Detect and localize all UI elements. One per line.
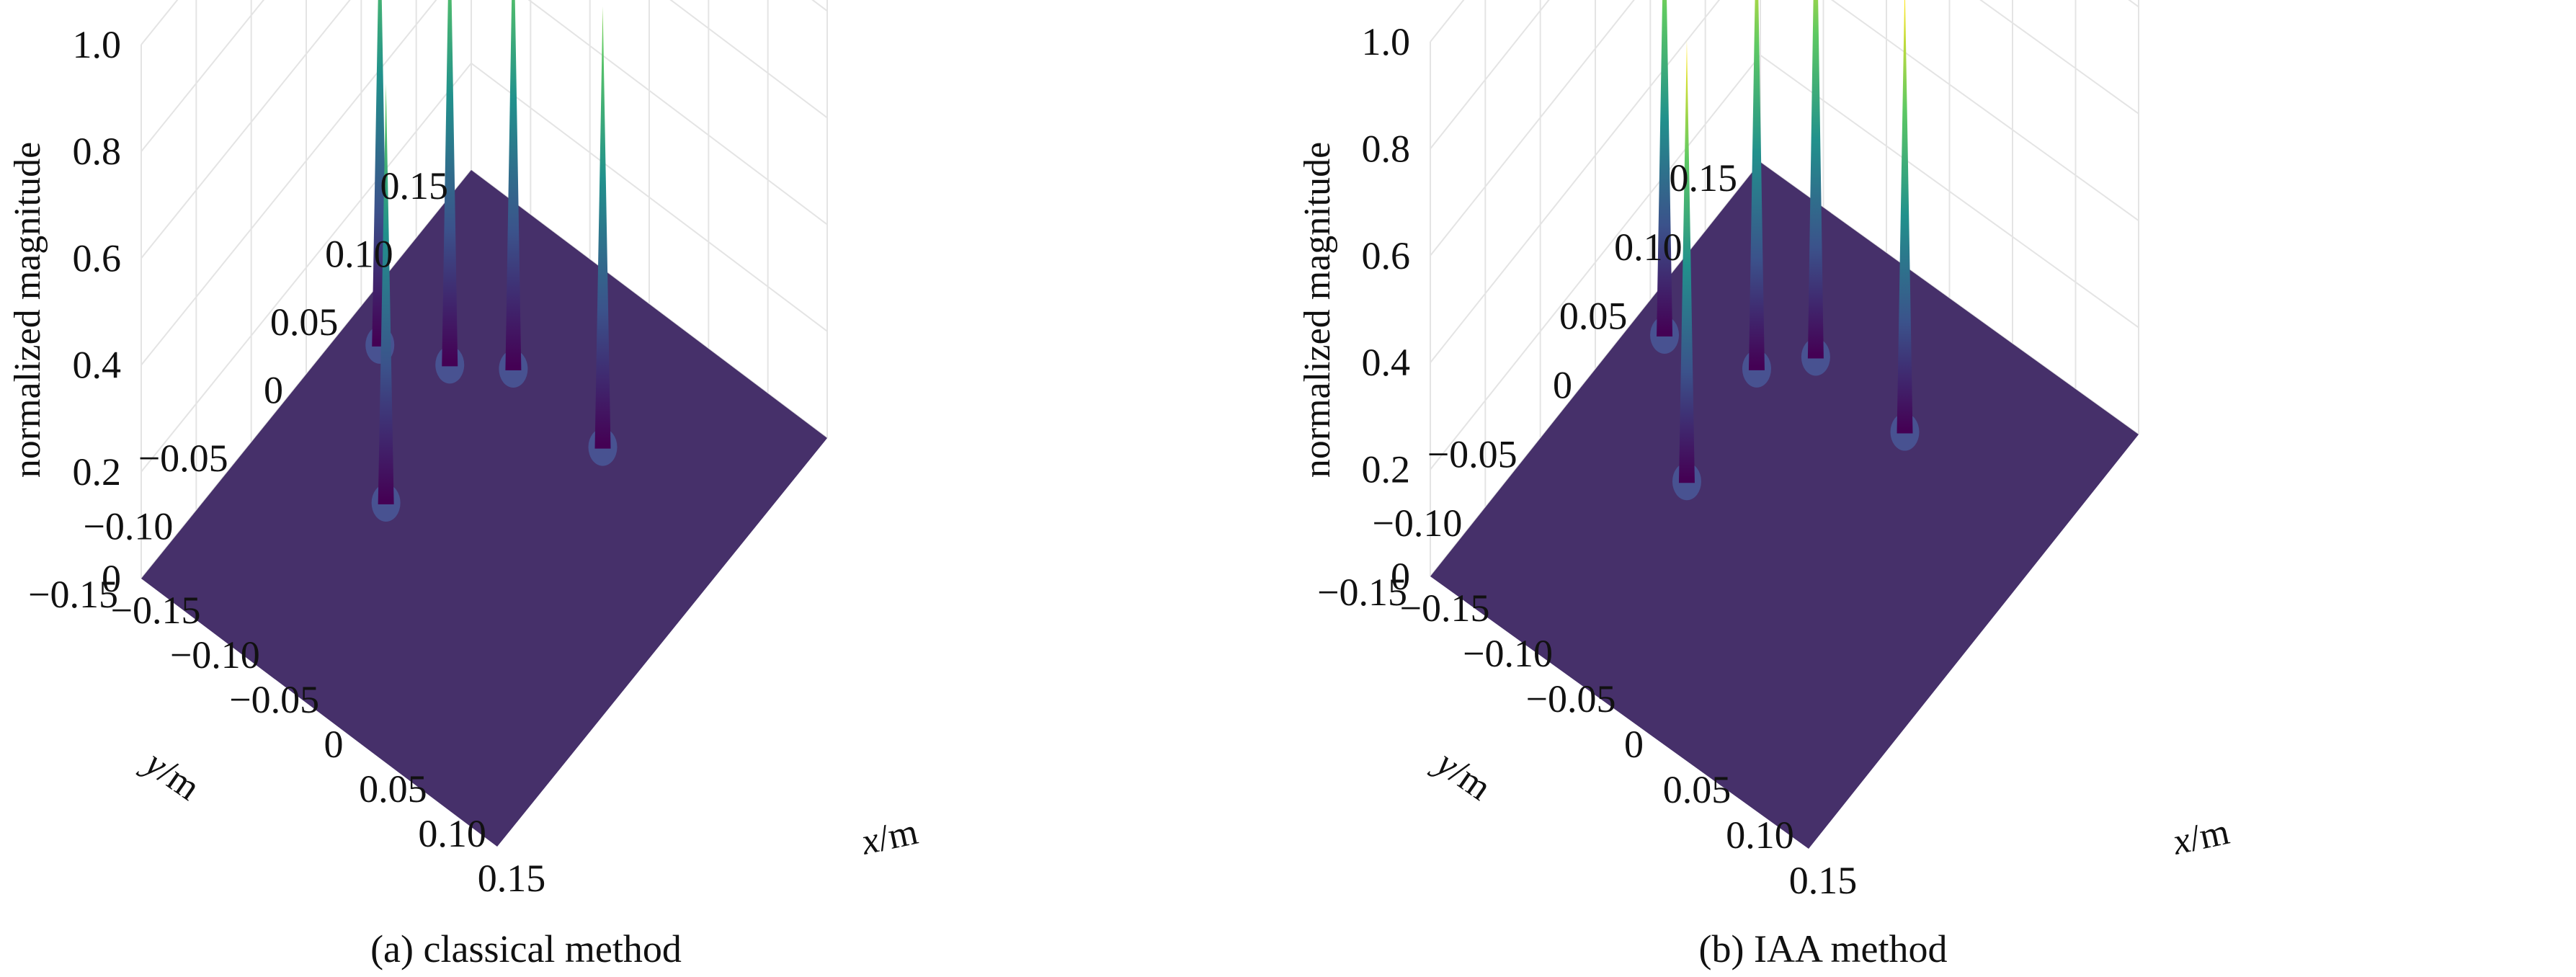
y-tick-label: 0.10: [1614, 226, 1683, 269]
y-tick-label: −0.10: [83, 505, 173, 548]
peak: [1678, 40, 1695, 483]
z-axis-title: normalized magnitude: [1297, 142, 1338, 478]
x-tick-label: −0.05: [229, 678, 319, 721]
x-tick-label: 0: [1624, 723, 1644, 766]
z-tick-label: 0.8: [1362, 127, 1411, 170]
z-tick-label: 0.4: [1362, 341, 1411, 384]
z-axis-title: normalized magnitude: [7, 142, 48, 478]
surface-floor: [1430, 162, 2139, 849]
z-tick-label: 0.2: [1362, 448, 1411, 491]
y-tick-label: −0.15: [28, 573, 118, 616]
peak: [1657, 0, 1673, 337]
x-tick-label: 0.15: [1789, 859, 1858, 902]
peak: [1807, 0, 1824, 359]
z-tick-label: 0.2: [73, 450, 122, 494]
y-tick-label: −0.10: [1372, 501, 1462, 545]
z-tick-label: 0.6: [1362, 234, 1411, 277]
x-tick-label: −0.10: [1463, 632, 1553, 675]
z-tick-label: 0.4: [73, 344, 122, 387]
surface-floor: [141, 170, 827, 847]
peak: [378, 84, 394, 504]
x-tick-label: 0.05: [1663, 768, 1732, 811]
peak: [594, 6, 611, 449]
y-tick-label: 0.15: [1670, 156, 1738, 200]
z-tick-label: 1.0: [1362, 20, 1411, 63]
x-tick-label: −0.15: [111, 589, 201, 632]
x-tick-label: −0.05: [1526, 677, 1616, 721]
x-tick-label: 0.15: [478, 857, 546, 900]
x-tick-label: 0.05: [359, 767, 427, 811]
x-tick-label: 0.10: [1726, 813, 1794, 857]
z-tick-label: 0: [1391, 555, 1410, 598]
peak: [442, 0, 458, 367]
y-tick-label: −0.15: [1317, 571, 1407, 614]
peak: [505, 0, 522, 370]
y-tick-label: −0.05: [138, 437, 228, 480]
panel-iaa: 00.20.40.60.81.0−0.15−0.10−0.0500.050.10…: [1297, 0, 2233, 971]
z-tick-label: 0.8: [73, 130, 122, 173]
z-tick-label: 0: [102, 557, 121, 600]
y-tick-label: −0.05: [1427, 432, 1517, 476]
y-tick-label: 0: [1553, 364, 1572, 407]
x-axis-title: x/m: [857, 811, 922, 863]
x-tick-label: −0.10: [170, 633, 260, 677]
y-axis-title: y/m: [1426, 741, 1499, 808]
x-tick-label: −0.15: [1400, 586, 1490, 630]
x-tick-label: 0: [324, 723, 344, 766]
panel-caption: (b) IAA method: [1699, 927, 1948, 971]
peak: [1897, 0, 1913, 434]
y-tick-label: 0.05: [270, 300, 339, 344]
panel-caption: (a) classical method: [370, 927, 682, 971]
y-axis-title: y/m: [135, 741, 208, 808]
peak: [1748, 0, 1765, 370]
y-tick-label: 0.10: [325, 233, 393, 276]
y-tick-label: 0.15: [380, 164, 449, 208]
z-tick-label: 1.0: [73, 23, 122, 66]
y-tick-label: 0.05: [1559, 295, 1628, 338]
x-tick-label: 0.10: [418, 812, 486, 855]
panel-classical: 00.20.40.60.81.0−0.15−0.10−0.0500.050.10…: [7, 0, 922, 971]
x-axis-title: x/m: [2169, 811, 2233, 863]
y-tick-label: 0: [264, 369, 283, 412]
grid: [1430, 0, 2139, 577]
z-tick-label: 0.6: [73, 236, 122, 280]
